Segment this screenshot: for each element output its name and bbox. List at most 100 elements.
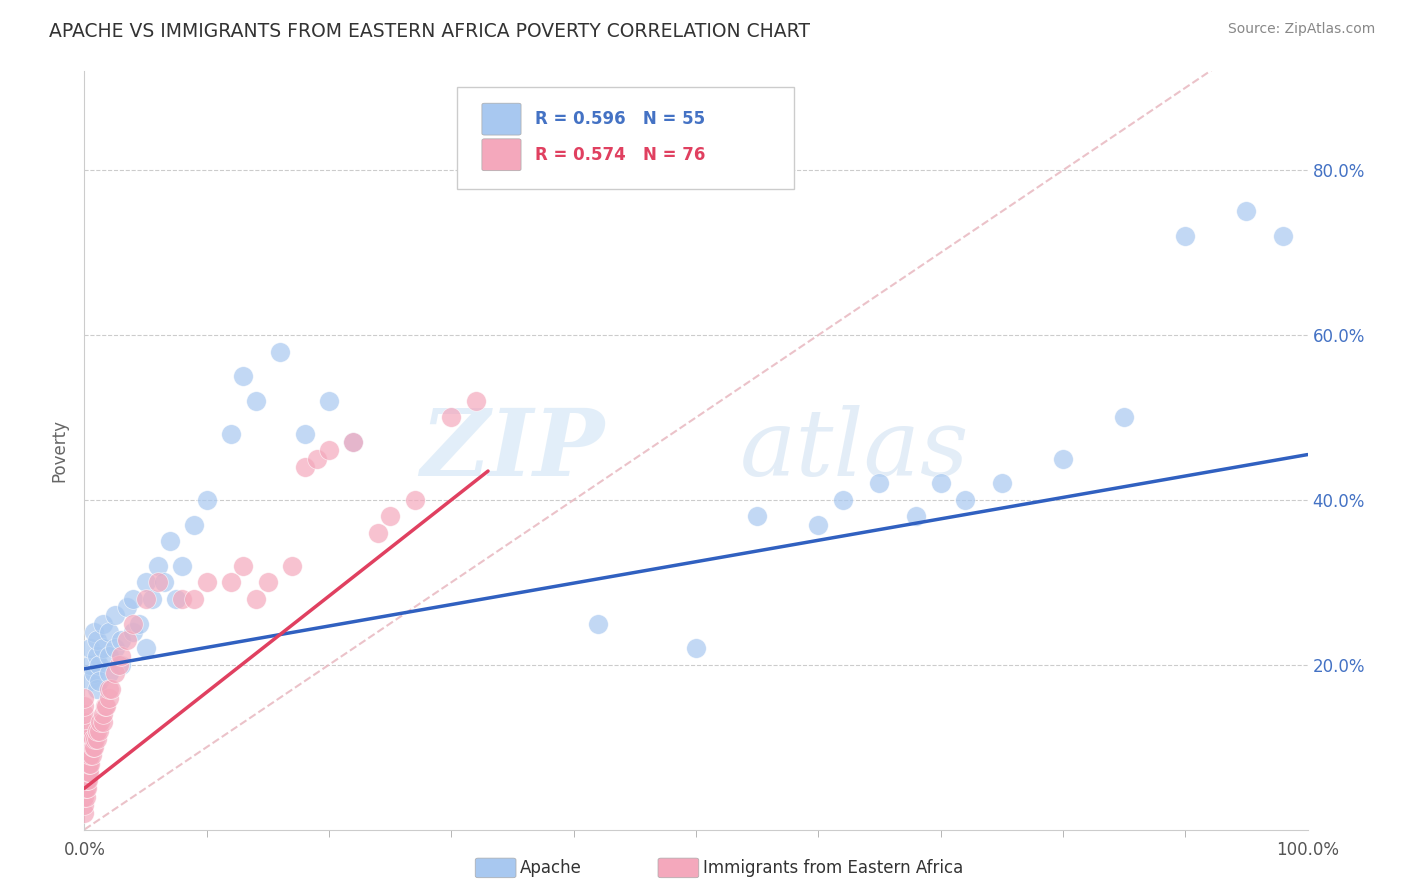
Point [135,641,157,656]
Point [97,665,120,680]
Point [104,665,127,680]
Point [747,509,769,524]
Point [367,525,389,540]
Point [83,665,105,680]
Text: APACHE VS IMMIGRANTS FROM EASTERN AFRICA POVERTY CORRELATION CHART: APACHE VS IMMIGRANTS FROM EASTERN AFRICA… [49,22,810,41]
Point [83,624,105,639]
Point [91,641,114,656]
FancyBboxPatch shape [457,87,794,189]
Point [929,476,952,491]
Point [73,764,96,779]
FancyBboxPatch shape [482,139,522,170]
Point [141,591,163,606]
Point [342,435,364,450]
Point [232,558,254,573]
Point [122,591,145,606]
Text: R = 0.574   N = 76: R = 0.574 N = 76 [534,145,704,164]
Point [257,575,280,590]
Point [87,674,110,689]
Point [97,690,120,705]
Point [73,715,96,730]
Point [183,517,205,532]
Point [86,723,108,738]
Point [107,657,129,672]
Point [1114,410,1136,425]
Point [73,723,96,738]
Point [991,476,1014,491]
Point [96,698,118,713]
Point [73,773,96,788]
Point [75,740,97,755]
Point [76,781,98,796]
Point [91,616,114,631]
Text: R = 0.596   N = 55: R = 0.596 N = 55 [534,110,704,128]
Point [73,740,96,755]
Point [1174,229,1197,244]
Point [869,476,891,491]
Point [305,451,328,466]
Point [86,682,108,697]
Point [77,764,100,779]
Point [153,575,176,590]
Point [75,789,97,804]
Text: atlas: atlas [740,406,970,495]
Point [94,698,117,713]
Point [91,715,114,730]
Point [75,773,97,788]
Point [79,674,101,689]
Point [86,649,108,664]
Point [89,715,111,730]
Point [831,492,853,507]
Point [464,394,486,409]
Point [97,649,120,664]
Point [342,435,364,450]
Point [1272,229,1295,244]
Point [91,707,114,722]
Point [122,616,145,631]
Point [80,748,103,763]
Y-axis label: Poverty: Poverty [51,419,69,482]
Point [110,633,132,648]
Point [76,748,98,763]
Text: ZIP: ZIP [420,406,605,495]
Point [195,575,218,590]
Point [110,657,132,672]
Point [79,657,101,672]
Point [79,641,101,656]
Point [73,781,96,796]
Point [82,731,104,746]
Point [219,427,242,442]
Point [122,624,145,639]
Point [807,517,830,532]
FancyBboxPatch shape [482,103,522,135]
Point [73,748,96,763]
Point [269,344,291,359]
Point [76,764,98,779]
Point [318,394,340,409]
Point [73,756,96,771]
Point [83,740,105,755]
Point [146,575,169,590]
Point [294,427,316,442]
Point [76,773,98,788]
Point [97,624,120,639]
Point [104,608,127,623]
Point [77,764,100,779]
Point [1236,204,1258,219]
Point [245,394,267,409]
Point [115,633,138,648]
Point [115,600,138,615]
Point [135,575,157,590]
Point [75,748,97,763]
Point [73,690,96,705]
Point [73,707,96,722]
Point [79,756,101,771]
Point [75,781,97,796]
Point [104,641,127,656]
Point [245,591,267,606]
Point [75,756,97,771]
Point [183,591,205,606]
Point [146,558,169,573]
Point [685,641,707,656]
Point [73,731,96,746]
